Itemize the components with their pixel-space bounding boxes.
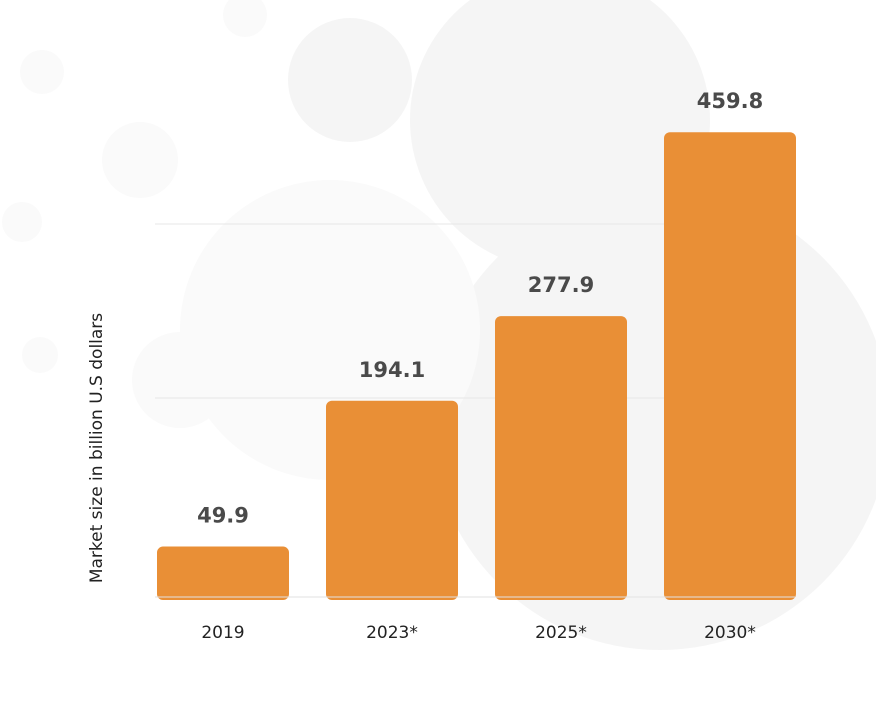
bar-2030: [664, 132, 796, 600]
category-labels-group: 2019 2023* 2025* 2030*: [201, 623, 756, 643]
category-label: 2030*: [704, 623, 756, 643]
y-axis-title: Market size in billion U.S dollars: [87, 313, 107, 583]
value-label: 49.9: [197, 504, 249, 528]
bar-2019: [157, 546, 289, 600]
category-label: 2025*: [535, 623, 587, 643]
value-labels-group: 49.9 194.1 277.9 459.8: [197, 89, 763, 527]
category-label: 2019: [201, 623, 244, 643]
bars-group: [157, 132, 796, 600]
value-label: 277.9: [528, 273, 594, 297]
value-label: 194.1: [359, 358, 425, 382]
value-label: 459.8: [697, 89, 763, 113]
bar-2023: [326, 400, 458, 600]
category-label: 2023*: [366, 623, 418, 643]
bar-2025: [495, 316, 627, 600]
